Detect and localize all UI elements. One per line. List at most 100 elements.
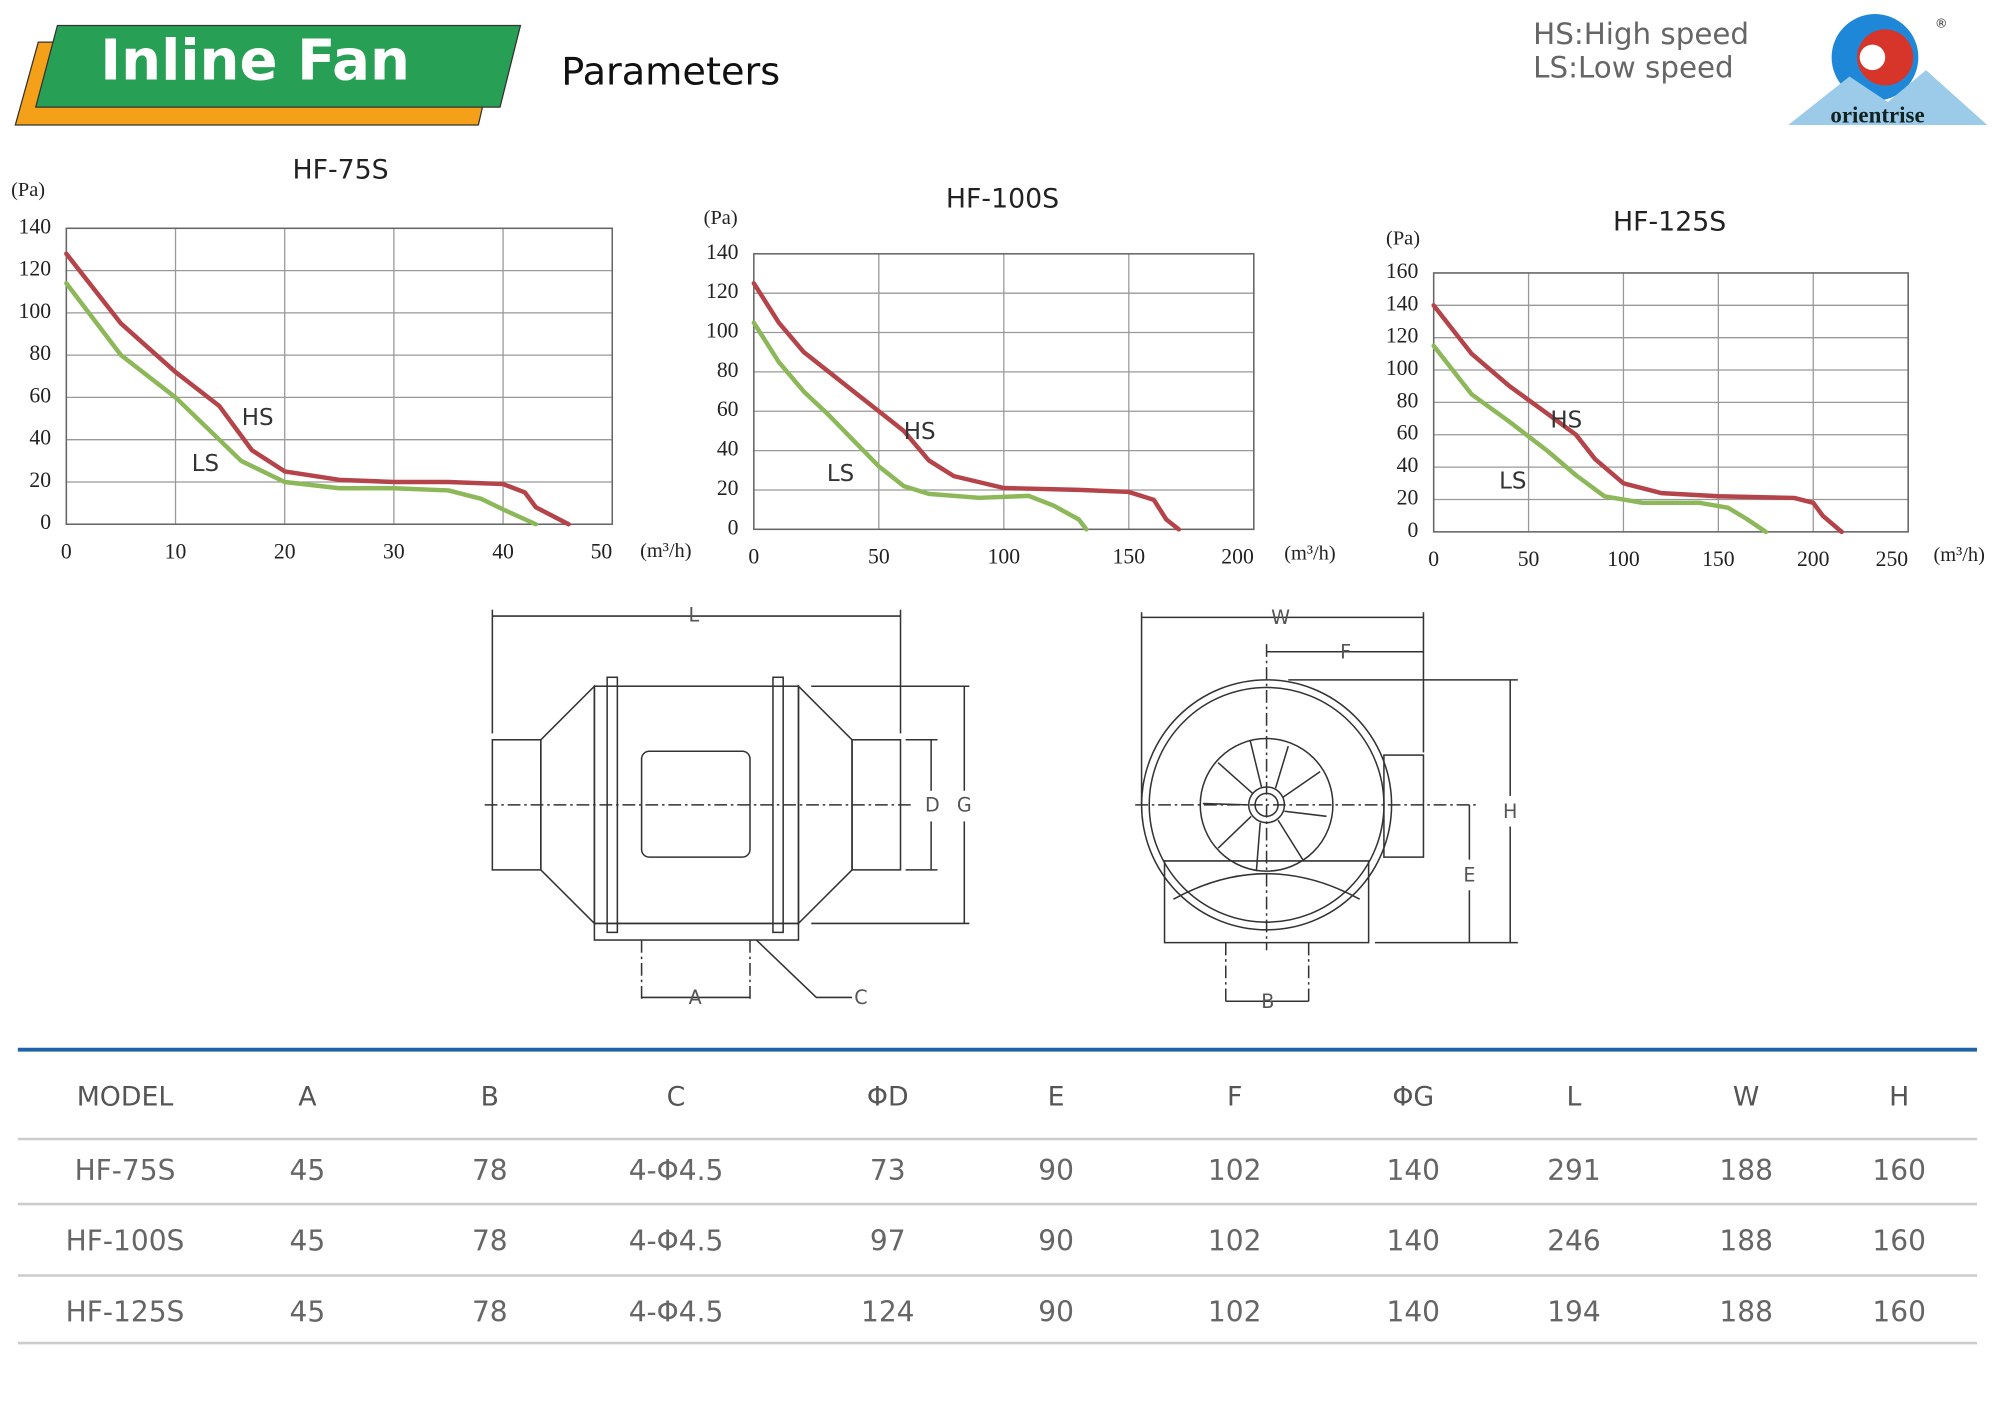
table-cell: 102 bbox=[1208, 1224, 1262, 1257]
y-tick-label: 140 bbox=[706, 240, 739, 264]
y-tick-label: 120 bbox=[706, 279, 739, 303]
y-axis-label: (Pa) bbox=[704, 207, 738, 229]
table-cell: 160 bbox=[1872, 1296, 1926, 1329]
x-tick-label: 30 bbox=[383, 540, 405, 564]
chart: 0 20 40 60 80 100 120 140 160 0 50 100 150 200 250 HF-1… bbox=[1386, 207, 1985, 571]
table-cell: 160 bbox=[1872, 1154, 1926, 1187]
dim-label: C bbox=[854, 986, 867, 1009]
series-line bbox=[1431, 303, 1844, 535]
series-line bbox=[751, 281, 1182, 532]
series-line bbox=[64, 281, 539, 527]
dim-label: F bbox=[1340, 641, 1351, 664]
table-cell: 45 bbox=[290, 1224, 326, 1257]
dim-label: H bbox=[1503, 800, 1517, 823]
table-cell: 45 bbox=[290, 1154, 326, 1187]
dim-label: D bbox=[925, 794, 940, 817]
table-cell: 102 bbox=[1208, 1296, 1262, 1329]
chart-title: HF-75S bbox=[292, 154, 388, 185]
table-cell: 78 bbox=[472, 1296, 508, 1329]
y-tick-label: 100 bbox=[19, 299, 52, 323]
x-tick-label: 10 bbox=[165, 540, 187, 564]
table-cell: HF-100S bbox=[66, 1224, 185, 1257]
table-header: ΦD bbox=[867, 1082, 909, 1113]
y-tick-label: 60 bbox=[1397, 421, 1419, 445]
x-tick-label: 150 bbox=[1113, 545, 1146, 569]
series-line bbox=[751, 320, 1089, 532]
x-tick-label: 0 bbox=[748, 545, 759, 569]
table-cell: 140 bbox=[1386, 1154, 1440, 1187]
charts: 0 20 40 60 80 100 120 140 0 10 20 30 40 50 HF-75S (Pa) (… bbox=[11, 154, 1985, 571]
y-tick-label: 80 bbox=[1397, 388, 1419, 412]
y-tick-label: 80 bbox=[29, 341, 51, 365]
front-view-drawing-part bbox=[1202, 739, 1327, 872]
series-label: LS bbox=[1499, 469, 1526, 495]
table-header: W bbox=[1733, 1082, 1759, 1113]
table-cell: 291 bbox=[1547, 1154, 1601, 1187]
header: Inline Fan Parameters HS:High speed LS:L… bbox=[14, 14, 1988, 128]
x-tick-label: 200 bbox=[1797, 547, 1830, 571]
speed-legend: HS:High speed bbox=[1533, 17, 1749, 51]
table-header: H bbox=[1889, 1082, 1909, 1113]
x-tick-label: 0 bbox=[61, 540, 72, 564]
table-header: B bbox=[481, 1082, 499, 1113]
series-line bbox=[64, 251, 571, 527]
side-view-drawing bbox=[484, 609, 970, 1003]
x-tick-label: 250 bbox=[1876, 547, 1909, 571]
table-cell: 4-Φ4.5 bbox=[629, 1154, 724, 1187]
table-cell: 160 bbox=[1872, 1224, 1926, 1257]
x-tick-label: 50 bbox=[591, 540, 613, 564]
page-title: Inline Fan bbox=[100, 28, 410, 93]
y-axis-label: (Pa) bbox=[11, 179, 45, 201]
y-axis-label: (Pa) bbox=[1386, 227, 1420, 249]
y-tick-label: 20 bbox=[1397, 485, 1419, 509]
dim-label: E bbox=[1463, 864, 1475, 887]
dim-label: A bbox=[689, 986, 702, 1009]
table-header: MODEL bbox=[77, 1082, 174, 1113]
plot-frame bbox=[1432, 272, 1909, 533]
y-tick-label: 140 bbox=[1386, 291, 1419, 315]
table-cell: 90 bbox=[1038, 1154, 1074, 1187]
chart-title: HF-100S bbox=[946, 184, 1059, 215]
y-tick-label: 60 bbox=[29, 383, 51, 407]
table-cell: 45 bbox=[290, 1296, 326, 1329]
logo-text: orientrise bbox=[1830, 103, 1924, 128]
front-view-drawing-part bbox=[1163, 860, 1370, 944]
table-cell: 4-Φ4.5 bbox=[629, 1224, 724, 1257]
series-label: LS bbox=[192, 451, 219, 477]
y-tick-label: 40 bbox=[717, 437, 739, 461]
x-tick-label: 200 bbox=[1221, 545, 1254, 569]
chart-title: HF-125S bbox=[1613, 207, 1726, 238]
table-header: ΦG bbox=[1392, 1082, 1434, 1113]
table-cell: 246 bbox=[1547, 1224, 1601, 1257]
table-header: C bbox=[667, 1082, 686, 1113]
y-tick-label: 100 bbox=[1386, 356, 1419, 380]
y-tick-label: 140 bbox=[19, 214, 52, 238]
front-view-drawing-part bbox=[1383, 754, 1425, 858]
logo-part bbox=[1859, 44, 1886, 71]
dim-label: W bbox=[1271, 606, 1290, 629]
front-view-drawing bbox=[1135, 612, 1518, 1006]
x-tick-label: 100 bbox=[988, 545, 1021, 569]
y-tick-label: 0 bbox=[728, 515, 739, 539]
table-header: F bbox=[1227, 1082, 1242, 1113]
table-cell: 73 bbox=[870, 1154, 906, 1187]
table-cell: 140 bbox=[1386, 1224, 1440, 1257]
y-tick-label: 20 bbox=[717, 476, 739, 500]
y-tick-label: 80 bbox=[717, 358, 739, 382]
side-view-drawing-part bbox=[755, 939, 853, 999]
series-label: HS bbox=[1550, 407, 1582, 433]
table-cell: HF-125S bbox=[66, 1296, 185, 1329]
plot-frame bbox=[753, 253, 1255, 531]
series-label: HS bbox=[242, 405, 274, 431]
plot-frame bbox=[65, 227, 614, 525]
x-axis-label: (m³/h) bbox=[640, 540, 691, 562]
table-cell: 78 bbox=[472, 1224, 508, 1257]
table-header: L bbox=[1567, 1082, 1582, 1113]
table-cell: 90 bbox=[1038, 1296, 1074, 1329]
table-cell: 188 bbox=[1719, 1296, 1773, 1329]
series-label: HS bbox=[904, 419, 936, 445]
y-tick-label: 100 bbox=[706, 319, 739, 343]
front-view-drawing-part bbox=[1173, 873, 1361, 900]
y-tick-label: 20 bbox=[29, 468, 51, 492]
x-tick-label: 20 bbox=[274, 540, 296, 564]
